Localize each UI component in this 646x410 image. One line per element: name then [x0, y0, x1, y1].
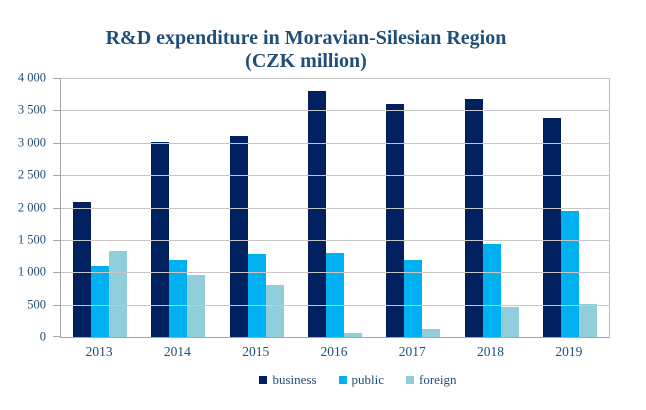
bar-foreign-2017 [422, 328, 441, 337]
y-tick [53, 336, 61, 337]
legend-label-business: business [272, 372, 317, 387]
y-axis-label: 500 [27, 297, 46, 312]
y-tick [53, 272, 61, 274]
bar-group-2017 [374, 78, 452, 337]
y-tick [53, 175, 61, 177]
bar-group-2014 [139, 78, 217, 337]
y-tick [53, 304, 61, 306]
bar-foreign-2015 [265, 285, 284, 337]
y-tick [53, 78, 61, 79]
gridline [61, 304, 609, 306]
y-axis-label: 2 000 [17, 200, 46, 214]
bar-public-2014 [169, 259, 188, 337]
legend-item-foreign: foreign [406, 372, 457, 388]
y-axis-label: 4 000 [17, 70, 46, 85]
bar-business-2015 [229, 136, 248, 337]
y-axis-label: 2 500 [17, 167, 46, 182]
y-axis-label: 1 500 [17, 232, 46, 247]
legend-label-public: public [351, 372, 385, 387]
bar-public-2013 [91, 265, 110, 337]
bar-public-2015 [247, 254, 266, 337]
bar-business-2019 [542, 118, 561, 337]
y-tick [53, 207, 61, 209]
gridline [61, 78, 609, 79]
x-axis: 2013 2014 2015 2016 2017 2018 2019 [60, 344, 608, 360]
bar-group-2018 [452, 78, 530, 337]
gridline [61, 207, 609, 209]
legend-item-business: business [259, 372, 317, 388]
y-axis-label: 1 000 [17, 264, 46, 279]
legend-swatch-icon-foreign [406, 376, 414, 384]
legend-swatch-icon-public [338, 376, 347, 384]
gridline [61, 142, 609, 144]
y-tick [53, 142, 61, 144]
x-axis-label-2014: 2014 [163, 344, 191, 359]
y-axis-label: 0 [39, 329, 46, 344]
bar-business-2017 [386, 103, 405, 337]
x-axis-label-2016: 2016 [320, 344, 348, 359]
bar-public-2019 [560, 210, 579, 337]
bar-foreign-2018 [500, 306, 519, 337]
bar-group-2016 [296, 78, 374, 337]
legend-item-public: public [338, 372, 385, 388]
bar-foreign-2014 [187, 274, 206, 337]
chart-title-line1: R&D expenditure in Moravian-Silesian Reg… [105, 27, 507, 49]
x-axis-label-2017: 2017 [398, 344, 426, 359]
x-axis-label-2015: 2015 [242, 344, 270, 359]
x-axis-label-2013: 2013 [85, 344, 113, 359]
bar-public-2018 [482, 243, 501, 337]
plot-area [53, 78, 610, 338]
x-axis-label-2018: 2018 [477, 344, 505, 359]
y-axis: 0 500 1 000 1 500 2 000 2 500 3 000 3 500 4 000 [0, 71, 48, 344]
legend: business public foreign [70, 372, 646, 388]
legend-label-foreign: foreign [419, 372, 457, 387]
bar-business-2013 [73, 202, 92, 337]
bar-group-2015 [218, 78, 296, 337]
chart-title: R&D expenditure in Moravian-Silesian Reg… [0, 27, 612, 73]
chart-title-line2: (CZK million) [245, 50, 367, 72]
bar-public-2016 [325, 253, 344, 337]
gridline [61, 272, 609, 274]
bar-foreign-2013 [109, 250, 128, 337]
gridline [61, 175, 609, 177]
y-axis-label: 3 000 [17, 135, 46, 150]
gridline [61, 239, 609, 241]
legend-swatch-icon-business [259, 376, 268, 384]
bar-business-2014 [151, 142, 170, 337]
bar-foreign-2016 [343, 333, 362, 337]
y-tick [53, 239, 61, 241]
y-tick [53, 110, 61, 112]
bar-business-2016 [307, 90, 326, 337]
x-axis-label-2019: 2019 [555, 344, 583, 359]
bar-public-2017 [404, 259, 423, 337]
bar-foreign-2019 [578, 303, 597, 337]
bar-business-2018 [464, 98, 483, 337]
gridline [61, 110, 609, 112]
y-axis-label: 3 500 [17, 102, 46, 117]
